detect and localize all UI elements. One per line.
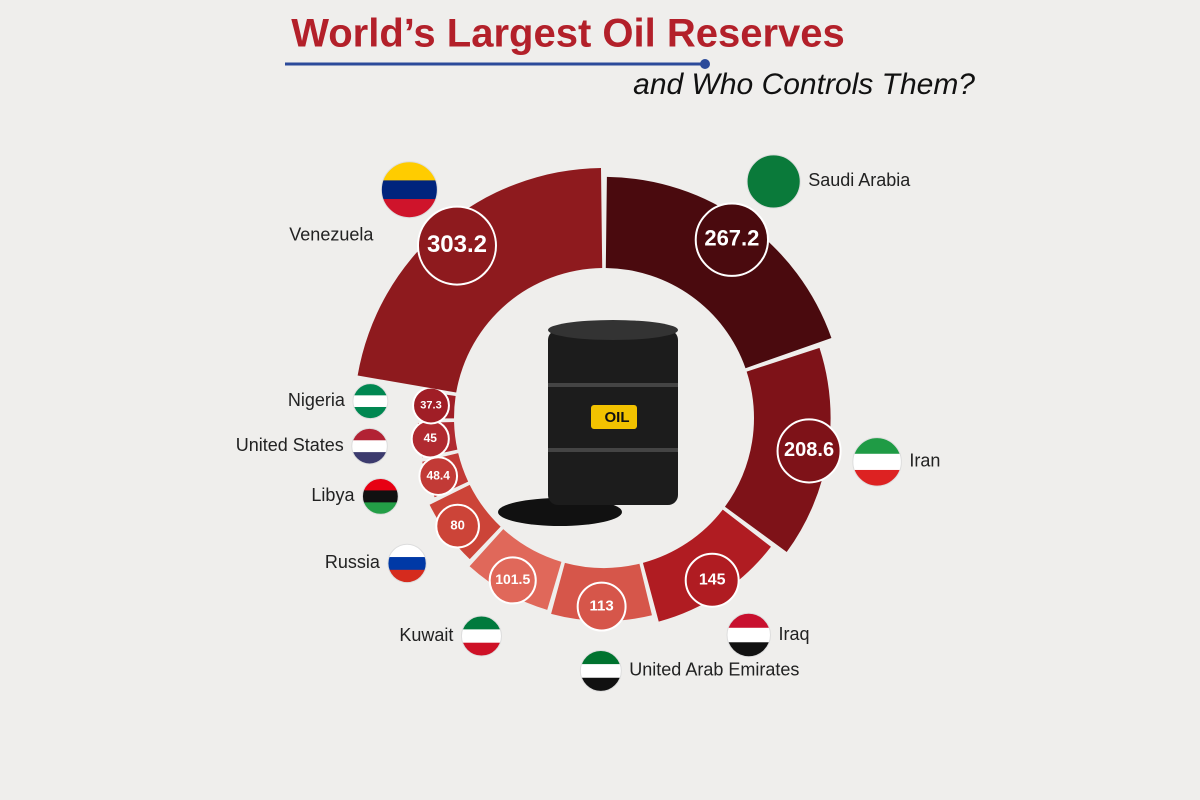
barrel-top bbox=[548, 320, 678, 340]
flag-stripe bbox=[362, 478, 399, 491]
chart-subtitle: and Who Controls Them? bbox=[633, 68, 975, 101]
oil-label: OIL bbox=[605, 409, 630, 426]
flag-ring bbox=[579, 649, 622, 692]
category-label: Kuwait bbox=[399, 625, 453, 645]
flag-stripe bbox=[461, 616, 502, 630]
flag-stripe bbox=[852, 453, 902, 471]
flag-stripe bbox=[351, 440, 388, 453]
flag-stripe bbox=[727, 642, 771, 657]
value-badge bbox=[488, 556, 537, 605]
value-badge bbox=[694, 202, 770, 277]
category-label: Russia bbox=[325, 552, 381, 572]
flag-stripe bbox=[362, 502, 399, 515]
flag-ring bbox=[726, 612, 771, 658]
flag-stripe bbox=[852, 469, 902, 487]
flag-stripe bbox=[387, 544, 427, 558]
flag-ring bbox=[852, 437, 902, 487]
barrel: OIL bbox=[498, 320, 678, 526]
value-label: 80 bbox=[450, 518, 464, 533]
category-label: Iran bbox=[909, 451, 940, 471]
value-label: 37.3 bbox=[420, 399, 441, 411]
flag-stripe bbox=[362, 490, 399, 503]
value-label: 303.2 bbox=[427, 231, 487, 258]
value-label: 267.2 bbox=[704, 226, 759, 251]
flag-ring bbox=[460, 615, 502, 657]
flag-ring bbox=[352, 383, 389, 420]
flag-stripe bbox=[351, 428, 388, 441]
flag-ring bbox=[361, 477, 399, 515]
value-label: 145 bbox=[699, 571, 726, 588]
value-label: 208.6 bbox=[784, 439, 834, 461]
flag-stripe bbox=[381, 180, 438, 200]
flag-stripe bbox=[747, 172, 801, 191]
flag-stripe bbox=[387, 557, 427, 571]
category-label: Saudi Arabia bbox=[808, 170, 911, 190]
title-rule-dot bbox=[700, 59, 710, 69]
flag-stripe bbox=[580, 650, 622, 665]
flag-stripe bbox=[351, 452, 388, 464]
flag-ring bbox=[380, 161, 438, 219]
flag-stripe bbox=[461, 629, 502, 644]
value-label: 48.4 bbox=[427, 468, 451, 482]
category-label: Iraq bbox=[778, 624, 809, 644]
oil-badge bbox=[591, 405, 637, 429]
flag-stripe bbox=[387, 569, 427, 583]
chart-title: World’s Largest Oil Reserves bbox=[291, 12, 845, 56]
category-label: United Arab Emirates bbox=[629, 660, 799, 680]
flag-stripe bbox=[852, 437, 902, 455]
category-label: United States bbox=[236, 435, 344, 455]
flag-stripe bbox=[747, 190, 801, 209]
flag-stripe bbox=[747, 154, 801, 174]
value-label: 101.5 bbox=[495, 571, 530, 587]
flag-stripe bbox=[352, 406, 388, 419]
flag-ring bbox=[746, 154, 801, 209]
flag-ring bbox=[351, 427, 388, 465]
value-label: 45 bbox=[424, 431, 438, 445]
value-badge bbox=[776, 418, 842, 484]
value-badge bbox=[416, 205, 497, 286]
value-badge bbox=[684, 552, 740, 608]
flag-stripe bbox=[727, 613, 771, 629]
category-label: Venezuela bbox=[289, 224, 374, 244]
flag-stripe bbox=[381, 161, 438, 181]
value-badge bbox=[418, 456, 459, 496]
plot: 267.2 Saudi Arabia 208.6 Iran 145 Iraq 113 Unit… bbox=[236, 154, 940, 692]
flag-stripe bbox=[580, 677, 622, 692]
flag-stripe bbox=[352, 395, 388, 408]
category-label: Nigeria bbox=[288, 390, 346, 410]
category-label: Libya bbox=[311, 485, 355, 505]
flag-stripe bbox=[352, 383, 388, 396]
segment bbox=[357, 168, 603, 393]
flag-stripe bbox=[727, 627, 771, 643]
value-badge bbox=[576, 581, 627, 632]
value-label: 113 bbox=[590, 598, 614, 615]
flag-stripe bbox=[381, 199, 438, 218]
flag-stripe bbox=[580, 664, 622, 679]
flag-stripe bbox=[461, 642, 502, 657]
value-badge bbox=[435, 503, 480, 549]
flag-ring bbox=[387, 543, 427, 584]
